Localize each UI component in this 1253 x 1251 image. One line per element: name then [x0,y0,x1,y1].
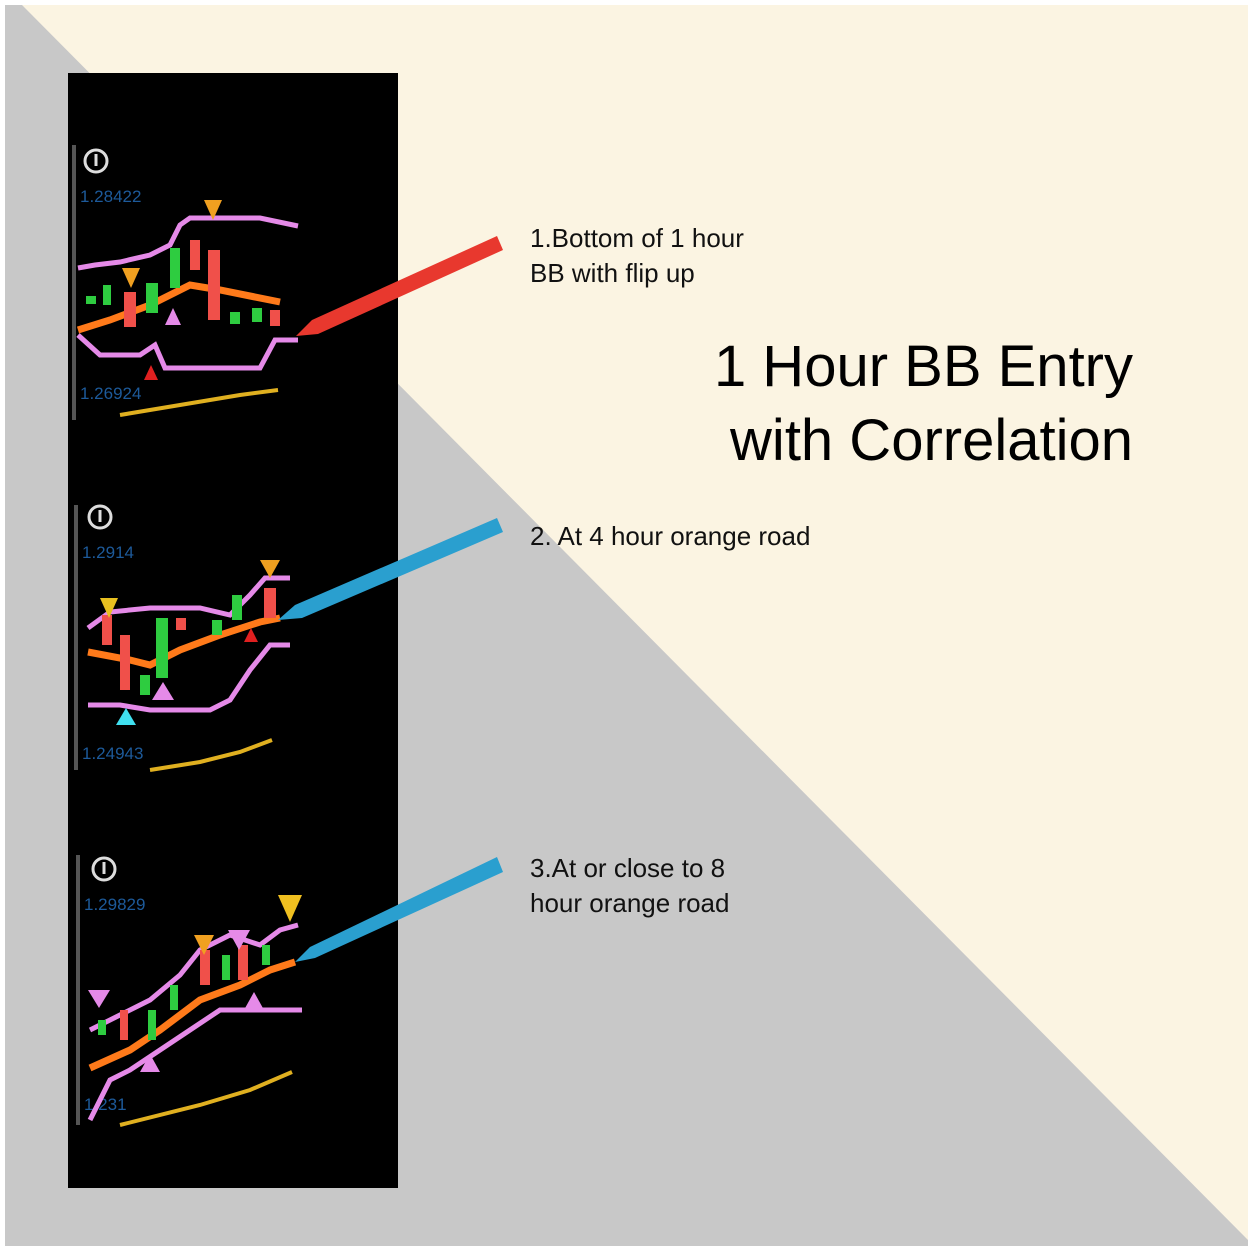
price-label: 1.28422 [80,187,141,206]
annotation: hour orange road [530,888,729,918]
title: with Correlation [729,408,1133,473]
price-label: 1.26924 [80,384,141,403]
annotation: BB with flip up [530,258,695,288]
infographic: 1.28422 1.26924 1.2914 1.24943 1.2 [0,0,1253,1251]
annotation: 2. At 4 hour orange road [530,521,810,551]
title: 1 Hour BB Entry [714,334,1133,399]
annotation: 1.Bottom of 1 hour [530,223,744,253]
annotation: 3.At or close to 8 [530,853,725,883]
price-label: 1.29829 [84,895,145,914]
price-label: 1.231 [84,1095,127,1114]
price-label: 1.2914 [82,543,134,562]
price-label: 1.24943 [82,744,143,763]
